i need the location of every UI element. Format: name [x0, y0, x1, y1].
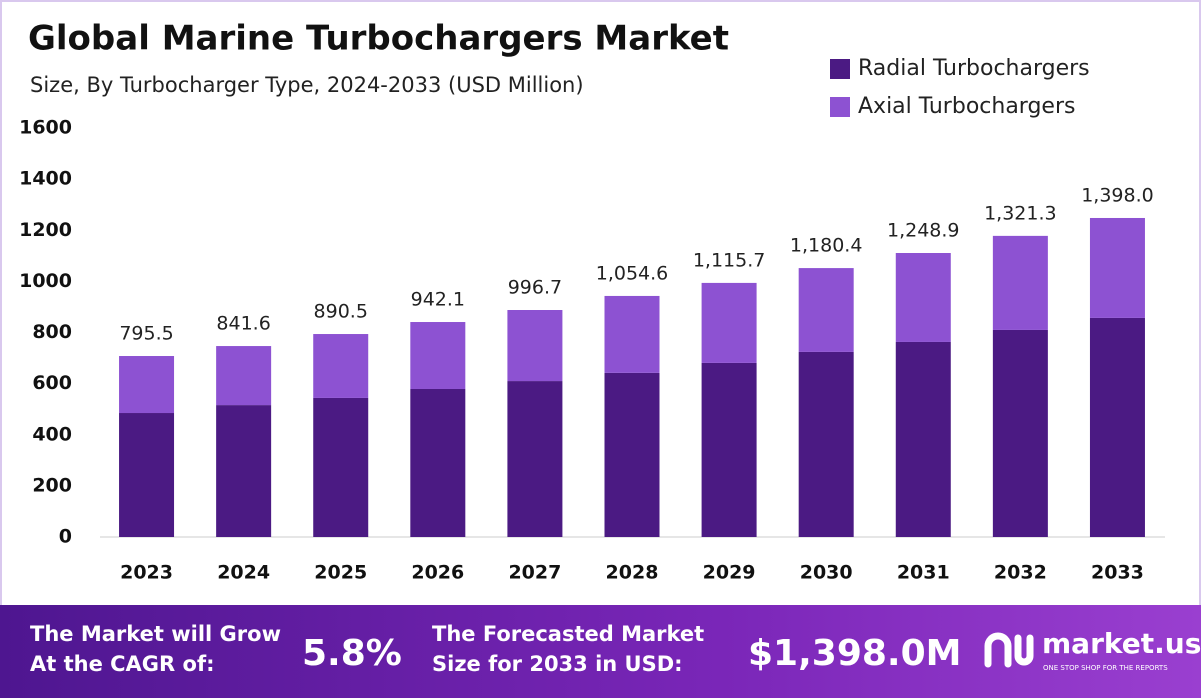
bar-segment — [798, 268, 854, 352]
tagline: ONE STOP SHOP FOR THE REPORTS — [1043, 664, 1168, 672]
x-tick-label: 2025 — [314, 562, 367, 584]
total-label: 942.1 — [411, 289, 465, 311]
bar-segment — [119, 356, 175, 414]
y-tick-label: 1400 — [19, 168, 72, 190]
bar-segment — [895, 341, 951, 537]
x-tick-label: 2028 — [606, 562, 659, 584]
x-tick-label: 2033 — [1091, 562, 1144, 584]
footer-band — [0, 605, 1201, 698]
bar-segment — [216, 405, 272, 537]
y-tick-label: 400 — [32, 423, 72, 445]
bar-segment — [895, 253, 951, 342]
x-tick-label: 2031 — [897, 562, 950, 584]
bar-segment — [1089, 317, 1145, 537]
x-tick-label: 2023 — [120, 562, 173, 584]
bar-segment — [507, 310, 563, 382]
brand: market.us — [1042, 627, 1201, 660]
bar-segment — [410, 322, 466, 389]
cagr-value: 5.8% — [302, 633, 402, 674]
logo-icon — [984, 632, 1034, 668]
legend-label: Axial Turbochargers — [858, 94, 1075, 119]
chart-subtitle: Size, By Turbocharger Type, 2024-2033 (U… — [30, 73, 584, 97]
bar-segment — [701, 362, 757, 537]
cagr-text: The Market will Grow — [30, 622, 281, 646]
bar-segment — [216, 346, 272, 406]
x-tick-label: 2024 — [217, 562, 270, 584]
x-tick-label: 2027 — [508, 562, 561, 584]
total-label: 890.5 — [314, 301, 368, 323]
bar-segment — [410, 388, 466, 537]
forecast-value: $1,398.0M — [748, 633, 961, 674]
total-label: 841.6 — [216, 313, 270, 335]
forecast-text: Size for 2033 in USD: — [432, 652, 683, 676]
total-label: 1,054.6 — [596, 262, 669, 284]
y-tick-label: 800 — [32, 321, 72, 343]
total-label: 1,115.7 — [693, 249, 766, 271]
chart-title: Global Marine Turbochargers Market — [28, 19, 729, 59]
total-label: 996.7 — [508, 277, 562, 299]
legend-swatch — [830, 59, 850, 79]
total-label: 1,321.3 — [984, 202, 1057, 224]
total-label: 1,398.0 — [1081, 184, 1154, 206]
legend-label: Radial Turbochargers — [858, 56, 1090, 81]
y-tick-label: 0 — [59, 526, 72, 548]
x-tick-label: 2032 — [994, 562, 1047, 584]
bar-segment — [1089, 217, 1145, 318]
x-tick-label: 2026 — [411, 562, 464, 584]
total-label: 1,248.9 — [887, 220, 960, 242]
y-tick-label: 1000 — [19, 270, 72, 292]
y-tick-label: 1600 — [19, 117, 72, 139]
bar-segment — [507, 381, 563, 537]
bar-segment — [119, 413, 175, 537]
bar-segment — [701, 282, 757, 363]
bar-segment — [992, 329, 1048, 537]
legend-swatch — [830, 97, 850, 117]
y-tick-label: 200 — [32, 474, 72, 496]
bar-segment — [798, 351, 854, 537]
total-label: 795.5 — [119, 323, 173, 345]
y-tick-label: 600 — [32, 372, 72, 394]
forecast-text: The Forecasted Market — [432, 622, 704, 646]
bar-segment — [313, 397, 369, 537]
bar-segment — [313, 334, 369, 398]
y-tick-label: 1200 — [19, 219, 72, 241]
bar-segment — [604, 295, 660, 373]
total-label: 1,180.4 — [790, 235, 863, 257]
bar-segment — [992, 235, 1048, 330]
cagr-text: At the CAGR of: — [30, 652, 215, 676]
x-tick-label: 2030 — [800, 562, 853, 584]
bar-segment — [604, 372, 660, 537]
x-tick-label: 2029 — [703, 562, 756, 584]
